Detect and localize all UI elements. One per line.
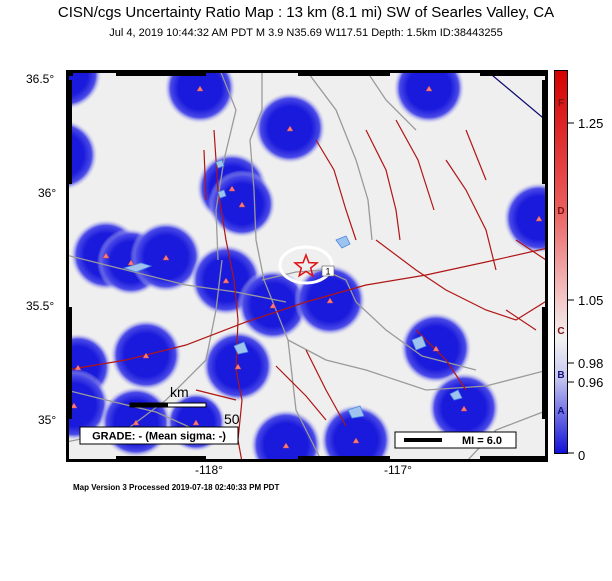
- grade-text: GRADE: - (Mean sigma: -): [92, 431, 226, 443]
- epicenter-star: [292, 252, 320, 278]
- lat-label-36-5: 36.5°: [26, 72, 55, 86]
- mi-legend: MI = 6.0: [394, 431, 517, 449]
- lon-label-118: -118°: [195, 463, 223, 477]
- lat-label-35-5: 35.5°: [26, 299, 55, 313]
- grade-letter-a: A: [557, 406, 564, 417]
- water-bodies: [122, 159, 463, 419]
- grade-letter-f: F: [558, 98, 564, 109]
- lon-label-117: -117°: [384, 463, 412, 477]
- grade-letter-c: C: [557, 326, 564, 337]
- uncertainty-color-scale: F D C B A 1.25 1.05 0.98 0.96 0: [554, 70, 603, 462]
- grade-letter-d: D: [557, 206, 564, 217]
- grade-letter-b: B: [557, 370, 564, 381]
- scale-value-0-98: 0.98: [578, 356, 603, 371]
- seismic-stations: [66, 71, 543, 449]
- event-info: Jul 4, 2019 10:44:32 AM PDT M 3.9 N35.69…: [109, 27, 503, 39]
- lat-label-35: 35°: [38, 413, 57, 427]
- road-shield-number: 1: [325, 267, 330, 277]
- scale-bar-unit: km: [170, 384, 189, 400]
- road-shield: [321, 265, 335, 277]
- scale-bar: km 50: [129, 384, 240, 427]
- mi-legend-text: MI = 6.0: [462, 435, 502, 447]
- map-version-footer: Map Version 3 Processed 2019-07-18 02:40…: [73, 483, 280, 492]
- map-frame-ticks: [66, 70, 548, 462]
- scale-value-0-96: 0.96: [578, 375, 603, 390]
- lat-label-36: 36°: [38, 186, 57, 200]
- state-boundary: [485, 70, 548, 123]
- scale-value-1-25: 1.25: [578, 116, 603, 131]
- map-panel: 1 km 50 GRADE: - (Mean sigma: -) MI = 6.…: [66, 70, 548, 462]
- map-title: CISN/cgs Uncertainty Ratio Map : 13 km (…: [57, 4, 555, 21]
- scale-bar-value: 50: [224, 411, 240, 427]
- scale-value-1-05: 1.05: [578, 293, 603, 308]
- scale-value-0: 0: [578, 448, 585, 462]
- epicenter-ring: [278, 245, 334, 285]
- grade-box: GRADE: - (Mean sigma: -): [79, 426, 239, 445]
- color-scale-bar: [554, 70, 568, 454]
